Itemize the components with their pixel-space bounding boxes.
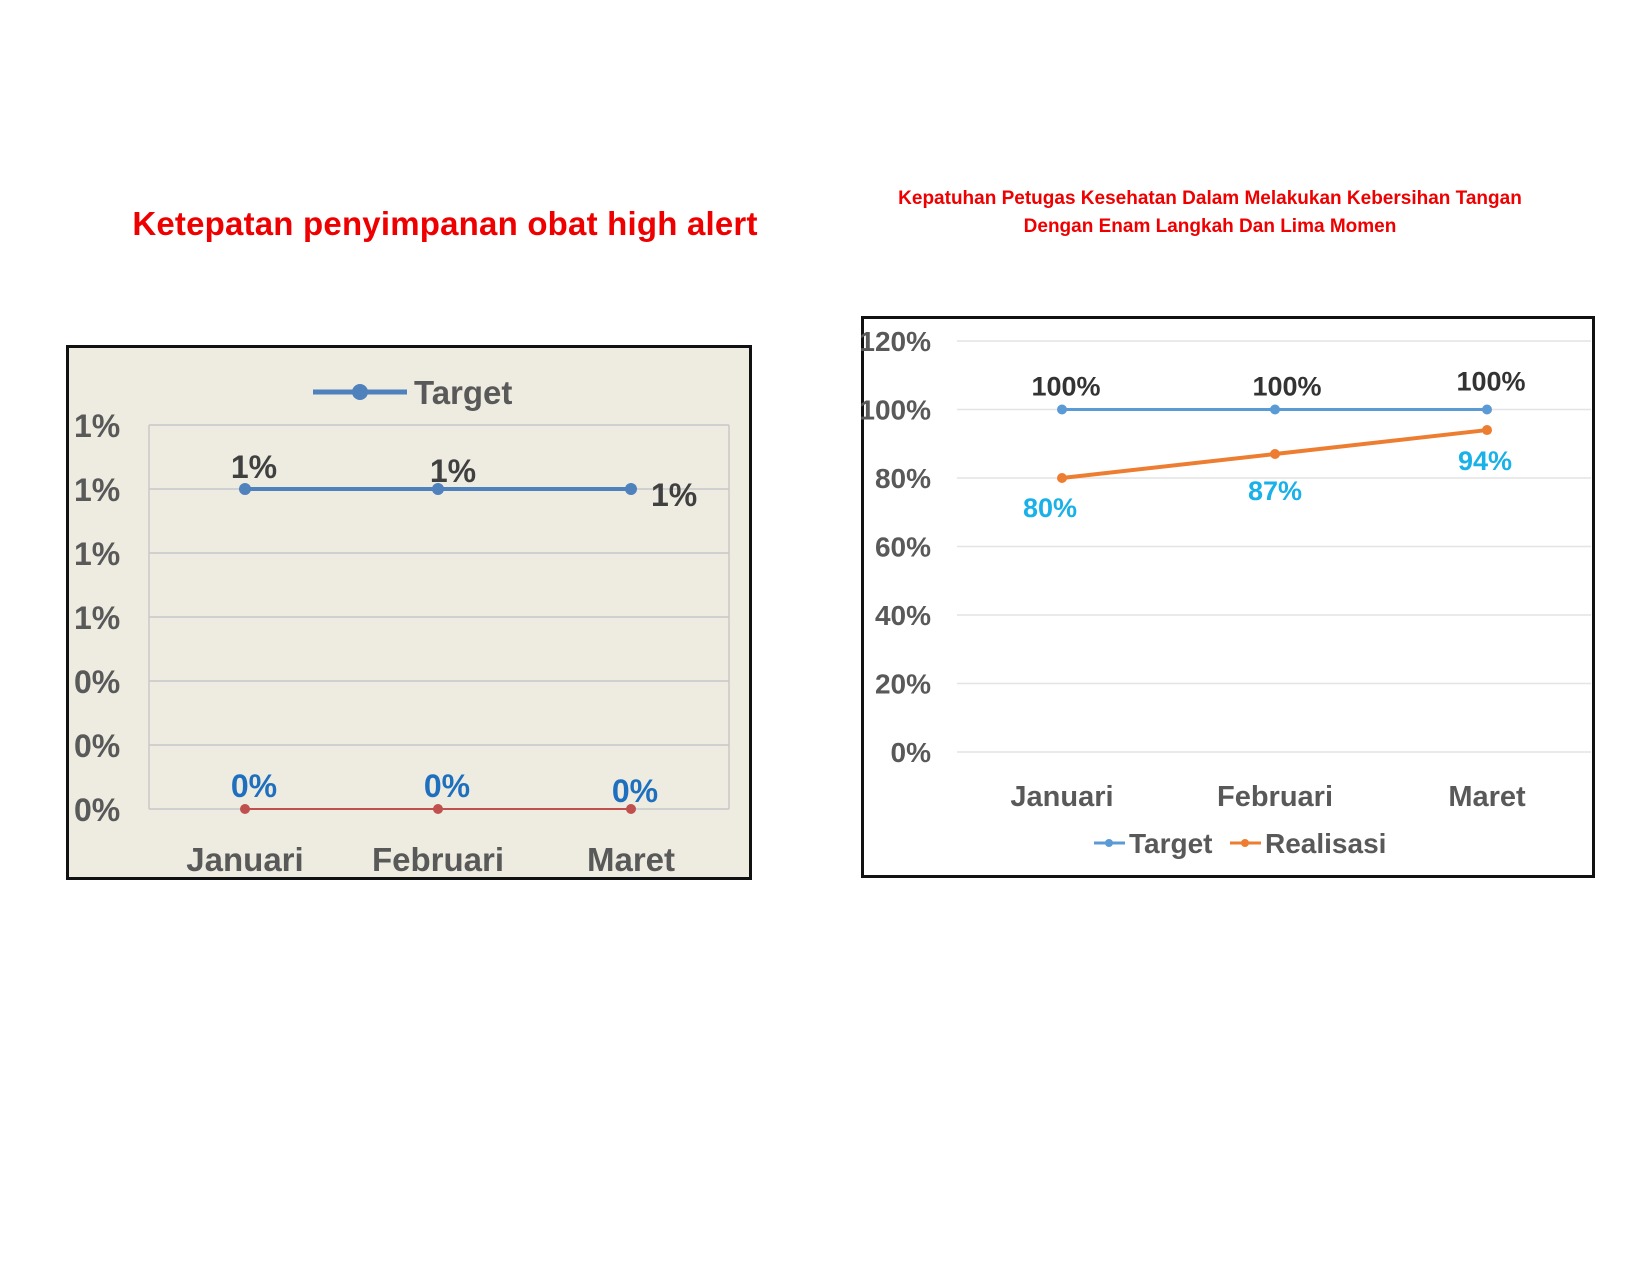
chart1-x-tick-label: Maret [587, 841, 675, 878]
chart2-y-tick-label: 80% [875, 463, 931, 494]
chart2-legend-target-label: Target [1129, 828, 1213, 859]
chart2-y-tick-label: 0% [891, 737, 932, 768]
chart2-y-tick-label: 20% [875, 669, 931, 700]
chart2-target-point [1270, 404, 1280, 415]
chart1-target-data-label: 1% [651, 477, 697, 513]
chart1-legend-target-marker [352, 384, 368, 400]
chart1-x-tick-label: Februari [372, 841, 504, 878]
chart2-x-tick-label: Februari [1217, 781, 1333, 813]
chart1-legend-target-label: Target [414, 374, 512, 411]
chart1-y-tick-label: 0% [74, 792, 120, 828]
chart2-realisasi-data-label: 94% [1458, 446, 1512, 476]
chart2-y-tick-label: 60% [875, 532, 931, 563]
chart1-target-point [239, 483, 251, 495]
chart2-target-point [1482, 404, 1492, 415]
chart2-x-tick-label: Maret [1448, 781, 1526, 813]
chart1-y-tick-label: 0% [74, 664, 120, 700]
chart2-realisasi-point [1270, 449, 1280, 460]
chart1-target-point [432, 483, 444, 495]
chart1-realisasi-data-label: 0% [612, 773, 658, 809]
chart1-realisasi-point [433, 804, 443, 814]
chart2-target-data-label: 100% [1031, 372, 1100, 402]
chart1-y-tick-label: 1% [74, 472, 120, 508]
chart1-frame [66, 345, 752, 880]
chart2-y-tick-label: 120% [861, 326, 931, 357]
chart2-realisasi-data-label: 87% [1248, 476, 1302, 506]
chart1-realisasi-point [626, 804, 636, 814]
chart1-target-data-label: 1% [430, 453, 476, 489]
chart2-realisasi-data-label: 80% [1023, 493, 1077, 523]
chart2-x-tick-label: Januari [1010, 781, 1113, 813]
chart1-target-point [625, 483, 637, 495]
chart2-legend-realisasi-label: Realisasi [1265, 828, 1386, 859]
chart1-y-tick-label: 1% [74, 536, 120, 572]
chart2-y-tick-label: 40% [875, 600, 931, 631]
chart2-target-data-label: 100% [1456, 367, 1525, 397]
chart2-legend-realisasi-marker [1241, 839, 1249, 847]
chart2-realisasi-point [1482, 425, 1492, 436]
chart1-realisasi-data-label: 0% [424, 768, 470, 804]
chart2-title: Kepatuhan Petugas Kesehatan Dalam Melaku… [880, 185, 1540, 241]
chart2-target-data-label: 100% [1252, 372, 1321, 402]
chart1-y-tick-label: 1% [74, 408, 120, 444]
chart2-realisasi-point [1057, 473, 1067, 483]
chart1-realisasi-point [240, 804, 250, 814]
chart2-title-line-1: Kepatuhan Petugas Kesehatan Dalam Melaku… [898, 188, 1522, 209]
chart1-svg: 0% 0% 0% 1% 1% 1% 1% Januari Februari Maret 0% 0% 0%… [66, 345, 752, 880]
chart1-y-tick-label: 0% [74, 728, 120, 764]
chart1-x-tick-label: Januari [186, 841, 303, 878]
chart2-legend-target-marker [1105, 839, 1113, 847]
chart1-title: Ketepatan penyimpanan obat high alert [132, 205, 758, 242]
chart1-y-tick-label: 1% [74, 600, 120, 636]
chart2-target-point [1057, 404, 1067, 415]
chart2-y-tick-label: 100% [861, 395, 931, 426]
chart1-realisasi-data-label: 0% [231, 768, 277, 804]
chart2-title-line-2: Dengan Enam Langkah Dan Lima Momen [1023, 216, 1397, 237]
chart2-svg: 0% 20% 40% 60% 80% 100% 120% Januari Februari Mar… [861, 316, 1595, 878]
chart1-target-data-label: 1% [231, 449, 277, 485]
